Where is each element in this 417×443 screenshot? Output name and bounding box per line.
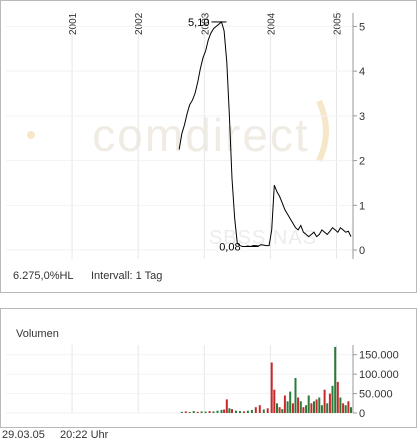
volume-bar [283,395,286,413]
volume-bar [220,409,223,413]
volume-y-tick-label: 0 [359,408,365,420]
volume-bar [315,399,318,413]
volume-bar [328,393,331,413]
volume-bar [299,401,302,413]
volume-bar [250,409,253,413]
volume-bar [289,391,292,413]
volume-bar [331,385,334,413]
volume-bar [313,401,315,413]
volume-bar [334,346,337,413]
volume-bar [297,397,300,413]
volume-bar [323,389,326,413]
volume-bar [336,381,339,413]
y-tick-label: 1 [359,200,365,212]
volume-bar [278,407,281,413]
volume-bar [281,409,284,413]
volume-bar [192,411,195,413]
volume-bar [286,401,289,413]
high-annotation: 5,10 [188,17,209,29]
volume-bar [273,389,276,413]
footer-date: 29.03.05 [2,429,45,441]
volume-bar [239,411,241,413]
volume-bar [266,408,269,413]
x-tick-label: 2001 [68,12,79,35]
volume-bar [235,410,237,413]
volume-bar [320,405,323,413]
volume-bar [318,397,321,413]
symbol-info: 6.275,0%HL [13,270,74,282]
y-tick-label: 4 [359,66,365,78]
y-tick-label: 0 [359,245,365,257]
x-tick-label: 2003 [200,12,211,35]
volume-bar [184,411,187,413]
x-tick-label: 2004 [266,12,277,35]
volume-bar [216,410,219,413]
volume-bar [350,407,352,413]
volume-bar [310,403,313,413]
volume-chart: Volumen 0 50.000 100.000 150.000 [6,328,399,420]
volume-bar [262,409,265,413]
volume-bar [342,403,345,413]
volume-bar [294,378,297,413]
volume-bar [291,403,294,413]
volume-bar [204,411,207,413]
interval-info: Intervall: 1 Tag [91,270,163,282]
volume-bar [225,399,228,413]
watermark-swoosh [316,99,329,163]
volume-bar [242,411,245,413]
volume-bar [246,410,249,413]
volume-title: Volumen [16,328,59,340]
volume-bar [254,407,257,413]
volume-bar [180,411,183,413]
volume-bar [212,411,215,413]
volume-bar [307,395,310,413]
volume-bar [228,408,231,413]
volume-bar [339,397,342,413]
volume-bar [188,412,191,413]
y-tick-label: 2 [359,156,365,168]
volume-y-tick-label: 100.000 [359,369,399,381]
y-tick-label: 3 [359,111,365,123]
volume-bar [200,411,203,413]
y-tick-label: 5 [359,21,365,33]
volume-bar [344,405,347,413]
volume-bar [347,401,350,413]
volume-y-tick-label: 150.000 [359,350,399,362]
watermark-dot [27,131,35,139]
volume-bar [231,409,233,413]
volume-bar [208,411,211,413]
x-tick-label: 2002 [134,12,145,35]
x-tick-label: 2005 [332,12,343,35]
volume-y-tick-label: 50.000 [359,389,393,401]
volume-bar [276,403,278,413]
volume-chart-panel: Volumen 0 50.000 100.000 150.000 [0,308,417,428]
volume-bar [196,411,199,413]
volume-bar [223,409,226,413]
volume-bar [258,405,261,413]
footer-time: 20:22 Uhr [60,429,109,441]
volume-bar [305,405,308,413]
watermark-text: comdirect [92,109,309,161]
price-chart-panel: comdirect SBSS.NAS 2001 2002 2003 2004 2005 0 1 2… [0,0,417,293]
price-line [178,21,352,248]
volume-bar [326,403,329,413]
volume-bar [270,362,273,413]
volume-bar [302,407,305,413]
low-annotation: 0,08 [219,241,240,253]
